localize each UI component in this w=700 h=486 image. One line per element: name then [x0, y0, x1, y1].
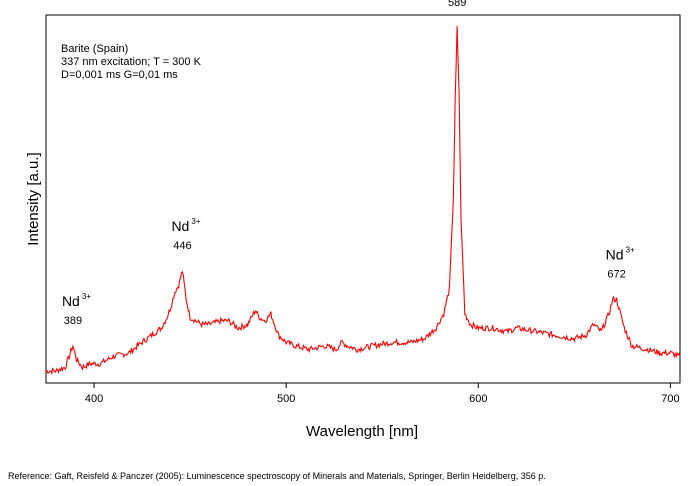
peak-annotation: Nd 3+ 672 [606, 245, 635, 280]
ion-charge-label: 3+ [191, 217, 200, 226]
peak-wavelength-label: 389 [64, 315, 82, 327]
peak-annotation: Nd 3+ 389 [62, 292, 91, 327]
peak-annotation: Nd 3+ 446 [171, 217, 200, 252]
x-tick-label: 500 [277, 393, 295, 405]
peak-wavelength-label: 446 [173, 240, 191, 252]
plot-frame [45, 14, 681, 384]
x-axis-ticks: 400 500 600 700 [85, 383, 680, 405]
info-line-3: D=0,001 ms G=0,01 ms [61, 69, 178, 81]
x-tick-label: 600 [469, 393, 487, 405]
spectrum-series-line [45, 25, 681, 376]
ion-charge-label: 3+ [626, 245, 635, 254]
peak-wavelength-label: 589 [448, 0, 466, 9]
ion-label: Nd [62, 293, 80, 309]
info-line-1: Barite (Spain) [61, 43, 128, 55]
y-axis-label: Intensity [a.u.] [25, 152, 42, 245]
reference-note: Reference: Gaft, Reisfeld & Panczer (200… [8, 471, 546, 481]
info-line-2: 337 nm excitation; T = 300 K [61, 56, 202, 68]
x-tick-label: 400 [85, 393, 103, 405]
peak-annotation: Nd3+589 [448, 0, 466, 9]
x-tick-label: 700 [661, 393, 679, 405]
x-axis-label: Wavelength [nm] [306, 423, 418, 440]
ion-label: Nd [606, 246, 624, 262]
ion-charge-label: 3+ [82, 292, 91, 301]
peak-wavelength-label: 672 [607, 268, 625, 280]
ion-label: Nd [171, 218, 189, 234]
